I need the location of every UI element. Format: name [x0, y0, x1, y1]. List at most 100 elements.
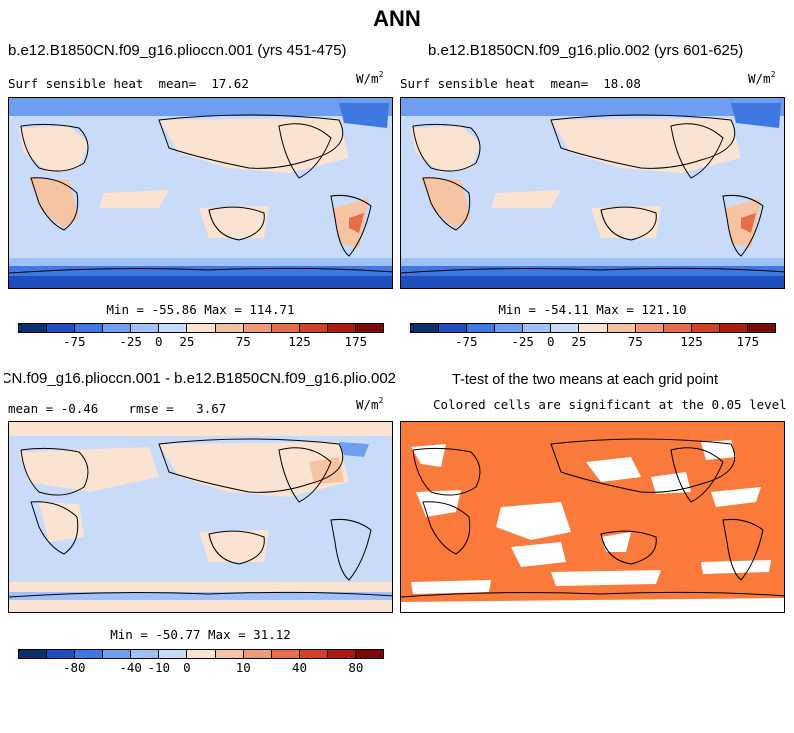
panel4-subtitle: Colored cells are significant at the 0.0… [433, 397, 787, 412]
nonsignificant-cells [401, 440, 784, 612]
panel1-colorbar-swatch [75, 324, 104, 332]
panel3-colorbar-tick-label: -80 [63, 660, 86, 675]
panel3-colorbar-swatch [159, 650, 188, 658]
panel1-colorbar-tick-label: -75 [63, 334, 86, 349]
panel1-map-svg [9, 98, 392, 288]
figure-title: ANN [373, 6, 421, 31]
panel2-colorbar-swatch [691, 324, 720, 332]
panel2-colorbar-swatch [495, 324, 524, 332]
panel2-colorbar-tick-label: 75 [627, 334, 643, 349]
panel2-colorbar-tick-label: 0 [547, 334, 555, 349]
panel3-colorbar-swatch [187, 650, 216, 658]
panel1-colorbar-swatch [243, 324, 272, 332]
panel2-units: W/m2 [748, 70, 776, 86]
panel2-colorbar-swatch [607, 324, 636, 332]
panel2-colorbar-tick-label: -25 [511, 334, 534, 349]
panel1-colorbar-swatch [355, 324, 384, 332]
panel3-rmse-value: 3.67 [196, 401, 227, 416]
panel3-mean-value: -0.46 [60, 401, 99, 416]
panel3-colorbar-swatch [47, 650, 76, 658]
panel1-colorbar-swatch [271, 324, 300, 332]
panel3-mean-label: mean = [8, 401, 54, 416]
panel2-variable-label: Surf sensible heat mean= 18.08 [400, 76, 641, 91]
panel2-mean-value: 18.08 [603, 76, 641, 91]
panel4-map-svg [401, 422, 784, 612]
panel3-units: W/m2 [356, 396, 384, 412]
panel1-case-title: b.e12.B1850CN.f09_g16.plioccn.001 (yrs 4… [8, 42, 347, 59]
panel3-stats: mean = -0.46 rmse = 3.67 [8, 401, 226, 416]
panel1-colorbar-swatch [103, 324, 132, 332]
panel3-colorbar-swatch [19, 650, 48, 658]
panel1-minmax: Min = -55.86 Max = 114.71 [106, 302, 295, 317]
panel3-minmax: Min = -50.77 Max = 31.12 [110, 627, 291, 642]
panel1-mean-label: mean= [158, 76, 197, 91]
panel2-minmax: Min = -54.11 Max = 121.10 [498, 302, 687, 317]
panel1-colorbar-swatch [299, 324, 328, 332]
panel3-colorbar-tick-label: 40 [292, 660, 308, 675]
panel2-colorbar [410, 323, 776, 333]
panel1-variable-label: Surf sensible heat mean= 17.62 [8, 76, 249, 91]
panel3-colorbar-ticks: -80 -40 -10 0 10 40 80 [18, 660, 384, 676]
panel3-colorbar-tick-label: -10 [147, 660, 171, 675]
panel3-colorbar [18, 649, 384, 659]
panel1-colorbar-tick-label: -25 [119, 334, 142, 349]
panel2-colorbar-tick-label: 175 [736, 334, 760, 349]
panel3-colorbar-tick-label: -40 [119, 660, 142, 675]
panel1-colorbar-swatch [187, 324, 216, 332]
panel2-colorbar-swatch [467, 324, 496, 332]
panel2-colorbar-tick-label: 125 [680, 334, 703, 349]
panel1-mean-value: 17.62 [211, 76, 249, 91]
panel3-colorbar-swatch [355, 650, 384, 658]
panel1-colorbar-tick-label: 175 [344, 334, 368, 349]
panel3-colorbar-tick-label: 80 [348, 660, 364, 675]
panel2-colorbar-swatch [635, 324, 664, 332]
panel2-colorbar-tick-label: -75 [455, 334, 478, 349]
panel1-colorbar [18, 323, 384, 333]
panel4-case-title: T-test of the two means at each grid poi… [452, 372, 718, 388]
panel2-colorbar-swatch [439, 324, 468, 332]
panel3-map-svg [9, 422, 392, 612]
panel1-map [8, 97, 393, 289]
panel2-case-title: b.e12.B1850CN.f09_g16.plio.002 (yrs 601-… [428, 42, 744, 59]
panel2-colorbar-swatch [579, 324, 608, 332]
panel1-colorbar-tick-label: 0 [155, 334, 163, 349]
panel2-colorbar-swatch [523, 324, 552, 332]
panel1-colorbar-swatch [327, 324, 356, 332]
panel1-colorbar-swatch [215, 324, 244, 332]
panel2-colorbar-swatch [663, 324, 692, 332]
panel3-case-title: b.e12.B1850CN.f09_g16.plioccn.001 - b.e1… [4, 370, 396, 387]
panel3-colorbar-tick-label: 0 [183, 660, 191, 675]
panel1-colorbar-tick-label: 125 [288, 334, 311, 349]
panel3-colorbar-swatch [75, 650, 104, 658]
panel3-colorbar-swatch [131, 650, 160, 658]
panel3-colorbar-swatch [299, 650, 328, 658]
panel2-mean-label: mean= [550, 76, 589, 91]
panel1-units: W/m2 [356, 70, 384, 86]
panel3-colorbar-swatch [215, 650, 244, 658]
panel2-map [400, 97, 785, 289]
panel2-colorbar-ticks: -75 -25 0 25 75 125 175 [410, 334, 776, 350]
panel2-variable: Surf sensible heat [400, 76, 536, 91]
panel1-colorbar-tick-label: 75 [235, 334, 251, 349]
panel1-colorbar-tick-label: 25 [179, 334, 195, 349]
panel3-colorbar-swatch [327, 650, 356, 658]
panel2-map-svg [401, 98, 784, 288]
panel3-colorbar-swatch [103, 650, 132, 658]
panel4-map [400, 421, 785, 613]
panel2-colorbar-swatch [719, 324, 748, 332]
panel1-colorbar-swatch [131, 324, 160, 332]
panel1-colorbar-swatch [159, 324, 188, 332]
panel3-map [8, 421, 393, 613]
panel1-colorbar-swatch [47, 324, 76, 332]
panel2-colorbar-tick-label: 25 [571, 334, 587, 349]
panel2-colorbar-swatch [747, 324, 776, 332]
panel1-colorbar-ticks: -75 -25 0 25 75 125 175 [18, 334, 384, 350]
panel1-colorbar-swatch [19, 324, 48, 332]
panel3-colorbar-swatch [271, 650, 300, 658]
panel3-colorbar-tick-label: 10 [235, 660, 251, 675]
panel2-colorbar-swatch [411, 324, 440, 332]
panel3-rmse-label: rmse = [128, 401, 174, 416]
panel3-colorbar-swatch [243, 650, 272, 658]
panel1-variable: Surf sensible heat [8, 76, 144, 91]
panel2-colorbar-swatch [551, 324, 580, 332]
